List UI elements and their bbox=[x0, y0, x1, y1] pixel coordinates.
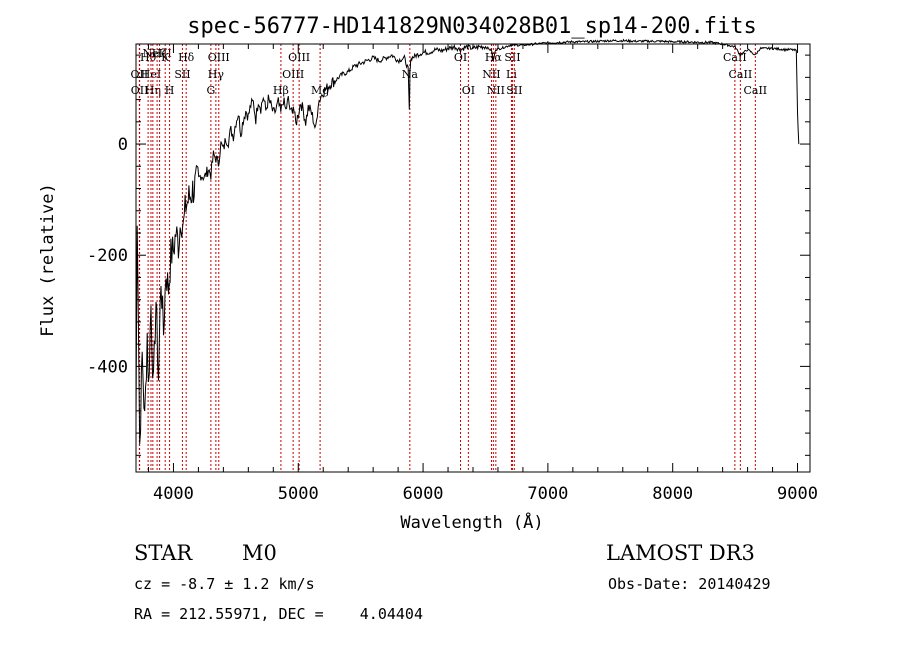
x-axis-label: Wavelength (Å) bbox=[400, 511, 543, 533]
chart-title: spec-56777-HD141829N034028B01_sp14-200.f… bbox=[187, 14, 757, 39]
y-axis-ticks: 0 -200 -400 bbox=[87, 54, 810, 456]
x-tick-label: 7000 bbox=[527, 484, 568, 504]
line-marker-label: Hγ bbox=[208, 68, 225, 81]
line-marker-label: NII bbox=[487, 84, 505, 97]
ra-dec-coordinates: RA = 212.55971, DEC = 4.04404 bbox=[134, 605, 423, 623]
x-tick-label: 4000 bbox=[153, 484, 194, 504]
line-marker-label: OIII bbox=[288, 51, 310, 64]
line-marker-label: OIII bbox=[208, 51, 230, 64]
x-tick-label: 5000 bbox=[278, 484, 319, 504]
observation-date: Obs-Date: 20140429 bbox=[608, 575, 771, 593]
plot-frame bbox=[135, 43, 811, 473]
spectrum-line bbox=[135, 38, 800, 445]
line-marker-label: G bbox=[206, 84, 215, 97]
x-tick-label: 9000 bbox=[777, 484, 818, 504]
spectral-line-markers: OIIOIIHθHeIHηNeIIIHζKHSIIHδGHγOIIIHβOIII… bbox=[131, 44, 767, 472]
line-marker-label: Li bbox=[506, 68, 517, 81]
line-marker-label: OII bbox=[131, 68, 149, 81]
line-marker-label: OI bbox=[454, 51, 467, 64]
object-subclass: M0 bbox=[242, 541, 277, 565]
line-marker-label: OI bbox=[462, 84, 475, 97]
line-marker-label: NeIII bbox=[143, 47, 172, 60]
survey-name: LAMOST DR3 bbox=[606, 541, 755, 565]
object-class: STAR bbox=[134, 541, 193, 565]
spectrum-series bbox=[135, 38, 800, 445]
line-marker-label: H bbox=[165, 84, 175, 97]
x-tick-label: 8000 bbox=[652, 484, 693, 504]
line-marker-label: NII bbox=[482, 68, 500, 81]
line-marker-label: K bbox=[161, 51, 170, 64]
line-marker-label: Hβ bbox=[273, 84, 289, 97]
y-tick-label: -400 bbox=[87, 357, 128, 377]
x-axis-ticks: 4000 5000 6000 7000 8000 9000 bbox=[147, 44, 818, 504]
line-marker-label: HeI bbox=[141, 68, 161, 81]
line-marker-label: SII bbox=[504, 51, 520, 64]
line-marker-label: OIII bbox=[282, 68, 304, 81]
y-axis-label: Flux (relative) bbox=[38, 183, 58, 337]
line-marker-label: SII bbox=[174, 68, 190, 81]
line-marker-label: OII bbox=[131, 84, 149, 97]
line-marker-label: Hζ bbox=[152, 47, 168, 60]
line-marker-label: CaII bbox=[729, 68, 753, 81]
redshift-cz: cz = -8.7 ± 1.2 km/s bbox=[134, 575, 315, 593]
x-tick-label: 6000 bbox=[403, 484, 444, 504]
y-tick-label: -200 bbox=[87, 246, 128, 266]
line-marker-label: SII bbox=[506, 84, 522, 97]
y-tick-label: 0 bbox=[118, 135, 128, 155]
line-marker-label: Hδ bbox=[178, 51, 195, 64]
line-marker-label: CaII bbox=[743, 84, 767, 97]
line-marker-label: Hη bbox=[145, 84, 161, 97]
